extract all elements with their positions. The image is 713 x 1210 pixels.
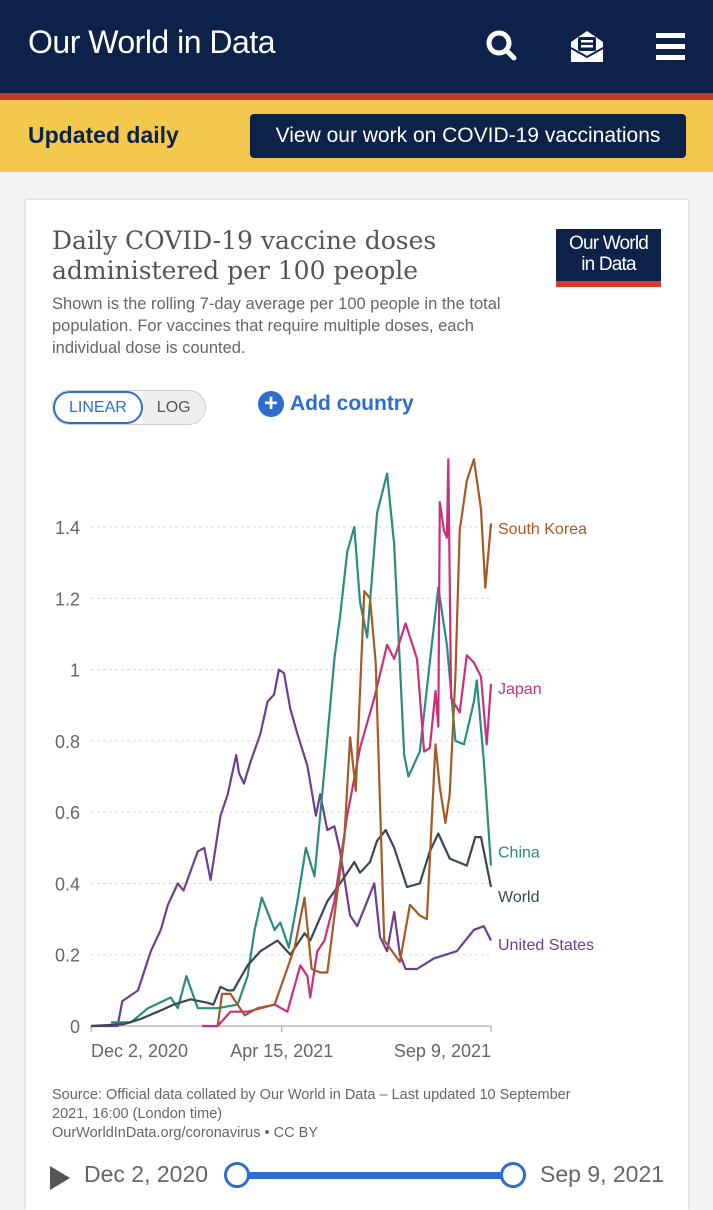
- y-tick-label: 0: [70, 1017, 80, 1037]
- series-line-world: [90, 828, 493, 1028]
- series-line-united-states: [91, 668, 492, 1028]
- y-tick-label: 1: [70, 661, 80, 681]
- timeline-end-label: Sep 9, 2021: [540, 1161, 665, 1187]
- scale-toggle: LINEAR LOG: [52, 390, 206, 425]
- line-chart: 0 0.2 0.4 0.6 0.8 1 1.2 1.4 Dec 2, 2020 Apr 15, 2…: [55, 458, 594, 1061]
- chart-title: Daily COVID-19 vaccine doses administere…: [52, 226, 437, 285]
- y-tick-label: 0.6: [55, 803, 80, 823]
- source-text: Source: Official data collated by Our Wo…: [52, 1087, 571, 1122]
- menu-icon[interactable]: [651, 26, 691, 66]
- chart-card: Daily COVID-19 vaccine doses administere…: [26, 200, 688, 1210]
- timeline-start-label: Dec 2, 2020: [84, 1161, 209, 1187]
- linear-scale-button[interactable]: LINEAR: [53, 391, 143, 424]
- series-label: Japan: [498, 681, 542, 698]
- x-tick-label: Dec 2, 2020: [91, 1041, 188, 1061]
- search-icon[interactable]: [482, 26, 522, 66]
- series-label: China: [498, 845, 540, 862]
- series-label: United States: [498, 937, 594, 954]
- header-stripe: [0, 93, 713, 100]
- series-line-japan: [202, 458, 493, 1028]
- view-vaccinations-button[interactable]: View our work on COVID-19 vaccinations: [250, 114, 686, 158]
- updated-label: Updated daily: [28, 122, 179, 148]
- series-line-china: [110, 472, 493, 1024]
- newsletter-icon[interactable]: [567, 26, 607, 66]
- y-tick-label: 0.4: [55, 874, 80, 894]
- plus-icon: +: [258, 391, 284, 417]
- series-label: South Korea: [498, 521, 587, 538]
- play-icon[interactable]: [50, 1166, 70, 1190]
- series-label: World: [498, 889, 540, 906]
- y-tick-label: 0.2: [55, 946, 80, 966]
- y-tick-label: 1.2: [55, 589, 80, 609]
- chart-subtitle: Shown is the rolling 7-day average per 1…: [52, 295, 501, 357]
- site-header: Our World in Data: [0, 0, 713, 93]
- timeline: Dec 2, 2020 Sep 9, 2021: [26, 1158, 688, 1194]
- site-brand[interactable]: Our World in Data: [28, 24, 276, 60]
- timeline-end-handle[interactable]: [500, 1162, 526, 1188]
- update-banner: Updated daily View our work on COVID-19 …: [0, 100, 713, 172]
- timeline-track[interactable]: [238, 1172, 512, 1179]
- log-scale-button[interactable]: LOG: [142, 391, 205, 424]
- owid-logo[interactable]: Our World in Data: [556, 229, 661, 287]
- add-country-label: Add country: [290, 392, 414, 415]
- timeline-start-handle[interactable]: [224, 1162, 250, 1188]
- chart-source: Source: Official data collated by Our Wo…: [52, 1086, 592, 1143]
- y-tick-label: 1.4: [55, 518, 80, 538]
- y-tick-label: 0.8: [55, 732, 80, 752]
- x-tick-label: Apr 15, 2021: [230, 1041, 333, 1061]
- source-link[interactable]: OurWorldInData.org/coronavirus • CC BY: [52, 1125, 318, 1141]
- x-tick-label: Sep 9, 2021: [394, 1041, 491, 1061]
- series-line-south-korea: [216, 458, 493, 1027]
- add-country-button[interactable]: + Add country: [258, 391, 414, 417]
